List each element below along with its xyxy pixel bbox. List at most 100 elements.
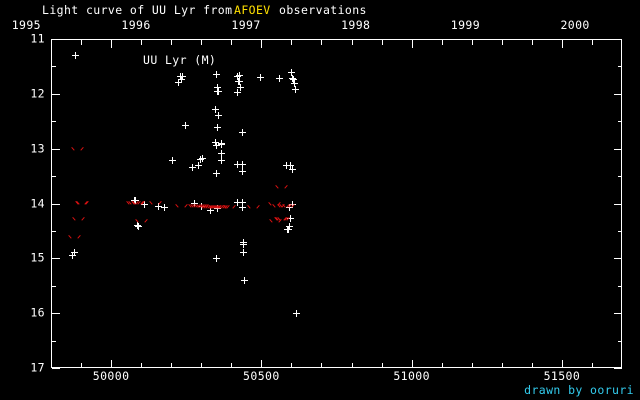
- axis-tick: [321, 363, 322, 368]
- data-point-marker: [287, 215, 295, 223]
- y-tick-label: 13: [30, 141, 45, 156]
- chart-title-accent: AFOEV: [234, 3, 271, 17]
- data-point-marker: [212, 138, 220, 146]
- axis-tick: [352, 363, 353, 368]
- plot-frame: [51, 39, 622, 368]
- data-point-marker: [213, 71, 221, 79]
- limit-marker: [278, 217, 285, 222]
- credit-label: drawn by ooruri: [524, 383, 634, 397]
- x-tick-label: 50500: [243, 369, 280, 383]
- axis-tick: [52, 258, 60, 259]
- data-point-marker: [287, 161, 295, 169]
- axis-tick: [52, 368, 60, 369]
- data-point-marker: [233, 160, 241, 168]
- axis-tick: [614, 149, 622, 150]
- axis-tick: [532, 363, 533, 368]
- axis-tick: [442, 40, 443, 45]
- data-point-marker: [217, 149, 225, 157]
- data-point-marker: [214, 124, 222, 132]
- limit-marker: [72, 147, 79, 152]
- axis-tick: [141, 40, 142, 45]
- axis-tick: [81, 363, 82, 368]
- y-tick-label: 17: [30, 360, 45, 375]
- y-tick-label: 14: [30, 196, 45, 210]
- data-point-marker: [240, 276, 248, 284]
- data-point-marker: [218, 157, 226, 165]
- data-point-marker: [213, 88, 221, 96]
- axis-tick: [502, 40, 503, 45]
- data-point-marker: [194, 161, 202, 169]
- axis-tick: [614, 368, 622, 369]
- axis-tick: [442, 363, 443, 368]
- axis-tick: [261, 360, 262, 368]
- x-tick-label: 51000: [393, 369, 430, 383]
- data-point-marker: [289, 74, 297, 82]
- axis-tick: [412, 40, 413, 48]
- data-point-marker: [283, 161, 291, 169]
- axis-tick: [618, 286, 622, 287]
- axis-tick: [321, 40, 322, 45]
- chart-title-main: Light curve of UU Lyr from: [42, 3, 233, 17]
- data-point-marker: [240, 240, 248, 248]
- limit-marker: [73, 217, 80, 222]
- data-point-marker: [284, 226, 292, 234]
- axis-tick: [618, 231, 622, 232]
- axis-tick: [472, 363, 473, 368]
- data-point-marker: [169, 157, 177, 165]
- data-point-marker: [197, 156, 205, 164]
- axis-tick: [352, 40, 353, 45]
- limit-marker: [133, 201, 140, 206]
- data-point-marker: [239, 239, 247, 247]
- x-tick-label: 51500: [543, 369, 581, 383]
- axis-tick: [52, 66, 56, 67]
- data-point-marker: [214, 112, 222, 120]
- data-point-marker: [213, 254, 221, 262]
- data-point-marker: [233, 89, 241, 97]
- axis-tick: [52, 149, 60, 150]
- data-point-marker: [275, 74, 283, 82]
- year-label: 1996: [121, 18, 151, 32]
- chart-title-tail: observations: [279, 3, 367, 17]
- data-point-marker: [237, 83, 245, 91]
- axis-tick: [618, 66, 622, 67]
- year-label: 2000: [560, 18, 590, 32]
- data-point-marker: [289, 166, 297, 173]
- limit-marker: [77, 201, 84, 206]
- data-point-marker: [238, 160, 246, 168]
- axis-tick: [614, 39, 622, 40]
- axis-tick: [52, 204, 60, 205]
- data-point-marker: [238, 204, 246, 212]
- axis-tick: [201, 363, 202, 368]
- axis-tick: [52, 39, 60, 40]
- axis-tick: [562, 360, 563, 368]
- axis-tick: [52, 176, 56, 177]
- data-point-marker: [234, 72, 242, 80]
- data-point-marker: [236, 78, 244, 86]
- limit-marker: [276, 185, 283, 190]
- axis-tick: [171, 40, 172, 45]
- axis-tick: [592, 363, 593, 368]
- data-point-marker: [141, 201, 149, 209]
- axis-tick: [614, 313, 622, 314]
- data-point-marker: [238, 168, 246, 176]
- axis-tick: [81, 40, 82, 45]
- axis-tick: [231, 363, 232, 368]
- axis-tick: [171, 363, 172, 368]
- axis-tick: [614, 258, 622, 259]
- limit-marker: [283, 204, 290, 209]
- axis-tick: [614, 94, 622, 95]
- axis-tick: [52, 94, 60, 95]
- axis-tick: [291, 363, 292, 368]
- data-point-marker: [218, 140, 226, 148]
- data-point-marker: [134, 221, 142, 229]
- year-label: 1998: [341, 18, 371, 32]
- axis-tick: [52, 341, 56, 342]
- data-point-marker: [182, 122, 190, 130]
- axis-tick: [412, 360, 413, 368]
- limit-marker: [136, 219, 143, 224]
- axis-tick: [618, 176, 622, 177]
- data-point-marker: [239, 198, 247, 206]
- limit-marker: [176, 204, 183, 209]
- axis-tick: [562, 40, 563, 48]
- data-point-marker: [135, 223, 143, 231]
